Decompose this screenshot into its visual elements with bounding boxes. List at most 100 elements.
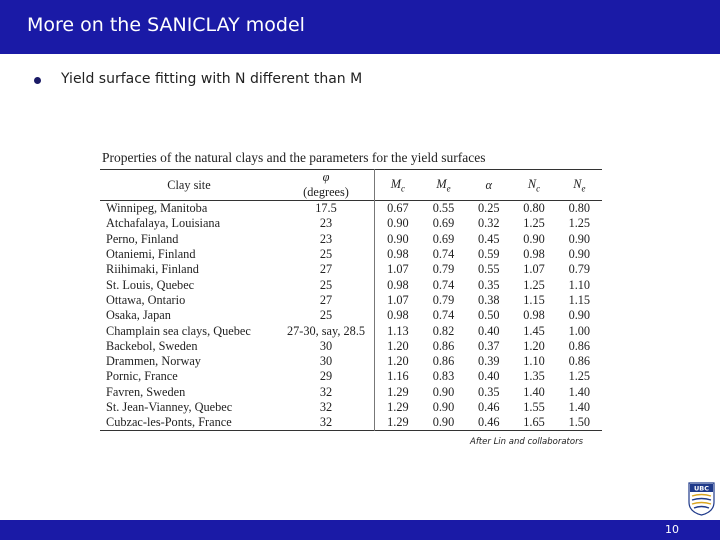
table-row: Perno, Finland 23 0.90 0.69 0.45 0.90 0.90 — [100, 231, 602, 247]
cell-alpha: 0.40 — [477, 369, 500, 384]
cell-mc: 1.16 — [387, 369, 409, 384]
cell-phi: 23 — [278, 216, 375, 232]
cell-me: 0.74 — [432, 247, 455, 262]
cell-mc: 1.07 — [387, 292, 409, 307]
cell-me: 0.69 — [432, 231, 455, 246]
cell-mc: 1.29 — [387, 384, 409, 399]
table-row: Favren, Sweden 32 1.29 0.90 0.35 1.40 1.40 — [100, 384, 602, 400]
cell-mc: 0.90 — [387, 216, 409, 231]
header-me: Me — [421, 170, 466, 201]
cell-me: 0.90 — [432, 384, 455, 399]
header-mc-sub: c — [401, 183, 406, 194]
cell-nc: 1.40 — [523, 384, 545, 399]
cell-nc: 0.90 — [523, 231, 545, 246]
cell-phi: 25 — [278, 308, 375, 324]
cell-mc: 1.29 — [387, 400, 409, 414]
cell-alpha: 0.25 — [477, 201, 500, 216]
cell-nc: 1.25 — [523, 277, 545, 292]
cell-ne: 1.25 — [568, 369, 591, 384]
table-row: Cubzac-les-Ponts, France 32 1.29 0.90 0.46 1.… — [100, 415, 602, 431]
cell-ne: 0.90 — [568, 247, 591, 262]
table-row: Winnipeg, Manitoba 17.5 0.67 0.55 0.25 0.80 0.… — [100, 200, 602, 217]
cell-site: St. Jean-Vianney, Quebec — [106, 400, 233, 414]
cell-alpha: 0.32 — [477, 216, 500, 231]
cell-ne: 0.90 — [568, 308, 591, 323]
cell-nc: 1.65 — [523, 415, 545, 430]
title-bar: More on the SANICLAY model — [0, 0, 720, 54]
cell-mc: 0.67 — [387, 201, 409, 216]
cell-ne: 0.86 — [568, 338, 591, 353]
cell-me: 0.86 — [432, 338, 455, 353]
cell-phi: 17.5 — [278, 200, 375, 217]
cell-ne: 1.50 — [568, 415, 591, 430]
cell-alpha: 0.40 — [477, 323, 500, 338]
cell-alpha: 0.38 — [477, 292, 500, 307]
table-row: Ottawa, Ontario 27 1.07 0.79 0.38 1.15 1.15 — [100, 292, 602, 309]
cell-phi: 27 — [278, 292, 375, 309]
cell-phi: 32 — [278, 384, 375, 400]
cell-nc: 1.55 — [523, 400, 545, 414]
cell-mc: 1.07 — [387, 262, 409, 277]
bullet-dot-icon — [34, 77, 41, 84]
cell-alpha: 0.45 — [477, 231, 500, 246]
cell-site: Ottawa, Ontario — [106, 292, 186, 307]
cell-nc: 1.45 — [523, 323, 545, 338]
cell-site: Drammen, Norway — [106, 354, 201, 369]
cell-site: Osaka, Japan — [106, 308, 171, 323]
header-ne-sub: e — [581, 183, 586, 194]
cell-ne: 1.25 — [568, 216, 591, 231]
footer-bar: 10 — [0, 520, 720, 540]
cell-me: 0.74 — [432, 277, 455, 292]
cell-mc: 1.29 — [387, 415, 409, 430]
cell-site: Champlain sea clays, Quebec — [106, 323, 251, 338]
cell-phi: 32 — [278, 415, 375, 431]
table-row: Atchafalaya, Louisiana 23 0.90 0.69 0.32 1.25… — [100, 216, 602, 232]
phi-symbol: φ — [322, 170, 330, 184]
header-phi: φ (degrees) — [278, 169, 375, 201]
table-row: Pornic, France 29 1.16 0.83 0.40 1.35 1.25 — [100, 369, 602, 385]
cell-nc: 1.15 — [523, 292, 545, 307]
cell-nc: 1.35 — [523, 369, 545, 384]
cell-site: Cubzac-les-Ponts, France — [106, 415, 232, 430]
cell-me: 0.82 — [432, 323, 455, 338]
table-caption: Properties of the natural clays and the … — [102, 150, 486, 165]
cell-nc: 1.20 — [523, 338, 545, 353]
cell-mc: 0.98 — [387, 308, 409, 323]
cell-mc: 1.13 — [387, 323, 409, 338]
cell-mc: 1.20 — [387, 338, 409, 353]
header-alpha: α — [485, 177, 492, 192]
cell-site: St. Louis, Quebec — [106, 277, 195, 292]
cell-site: Pornic, France — [106, 369, 178, 384]
cell-phi: 27-30, say, 28.5 — [278, 323, 375, 339]
cell-me: 0.86 — [432, 354, 455, 369]
clay-properties-table-block: Properties of the natural clays and the … — [100, 150, 605, 431]
cell-nc: 0.80 — [523, 201, 545, 216]
cell-me: 0.69 — [432, 216, 455, 231]
cell-ne: 0.86 — [568, 354, 591, 369]
clay-properties-table: Clay site φ (degrees) Mc Me α Nc Ne Winni… — [100, 169, 602, 431]
cell-alpha: 0.46 — [477, 415, 500, 430]
cell-me: 0.90 — [432, 415, 455, 430]
table-header-row: Clay site φ (degrees) Mc Me α Nc Ne — [100, 169, 602, 201]
cell-phi: 30 — [278, 353, 375, 370]
table-body: Winnipeg, Manitoba 17.5 0.67 0.55 0.25 0.80 0.… — [100, 200, 602, 431]
header-ne: Ne — [557, 170, 602, 201]
header-nc-sub: c — [536, 183, 541, 194]
cell-nc: 1.10 — [523, 354, 545, 369]
cell-me: 0.83 — [432, 369, 455, 384]
cell-mc: 0.90 — [387, 231, 409, 246]
cell-site: Perno, Finland — [106, 231, 179, 246]
header-nc-symbol: N — [527, 176, 537, 191]
cell-mc: 0.98 — [387, 277, 409, 292]
cell-ne: 1.10 — [568, 277, 591, 292]
cell-nc: 1.25 — [523, 216, 545, 231]
cell-ne: 1.15 — [568, 292, 591, 307]
cell-alpha: 0.46 — [477, 400, 500, 414]
cell-me: 0.90 — [432, 400, 455, 414]
cell-ne: 1.40 — [568, 400, 591, 414]
table-row: Drammen, Norway 30 1.20 0.86 0.39 1.10 0.86 — [100, 353, 602, 370]
cell-site: Atchafalaya, Louisiana — [106, 216, 221, 231]
cell-site: Riihimaki, Finland — [106, 262, 199, 277]
slide-title: More on the SANICLAY model — [27, 14, 305, 36]
header-ne-symbol: N — [573, 176, 582, 191]
